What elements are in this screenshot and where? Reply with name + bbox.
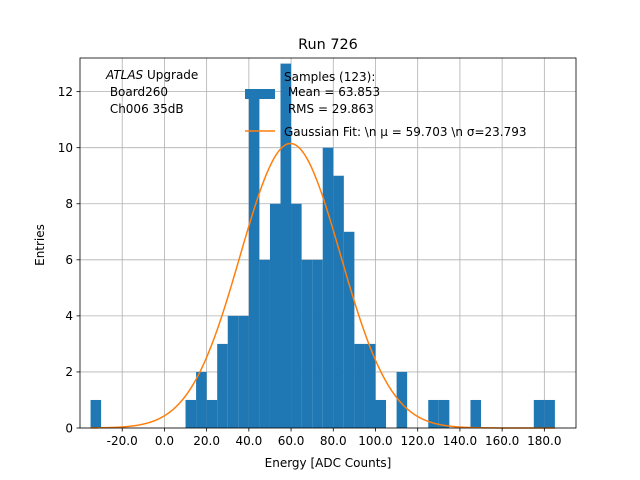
legend-samples-mean: Mean = 63.853 (284, 85, 380, 99)
x-tick-label: 180.0 (527, 434, 561, 448)
histogram-bar (322, 147, 334, 429)
histogram-bar (301, 259, 313, 428)
legend-fit-label: Gaussian Fit: \n μ = 59.703 \n σ=23.793 (284, 125, 527, 139)
y-tick-label: 10 (58, 141, 73, 155)
annotation-board: Board260 (106, 85, 168, 99)
histogram-bar (248, 91, 260, 429)
legend-samples-rms: RMS = 29.863 (284, 102, 374, 116)
histogram-bar (544, 399, 555, 428)
x-axis-ticks: -20.0 0.0 20.0 40.0 60.0 80.0 100.0 120.0 140.0 1… (107, 428, 562, 448)
x-tick-label: 140.0 (443, 434, 477, 448)
histogram-bar (354, 343, 365, 428)
legend-samples-label: Samples (123): (284, 70, 375, 84)
annotation-line-1: ATLAS Upgrade (105, 68, 198, 82)
x-tick-label: 80.0 (320, 434, 347, 448)
y-tick-label: 8 (65, 197, 73, 211)
x-tick-label: 0.0 (155, 434, 174, 448)
plot-frame (79, 57, 577, 429)
histogram-bar (227, 315, 239, 428)
y-tick-label: 2 (65, 365, 73, 379)
histogram-bar (269, 203, 281, 428)
histogram-bar (333, 175, 344, 428)
histogram-bar (343, 231, 355, 428)
legend: Samples (123): Mean = 63.853 RMS = 29.86… (245, 70, 527, 139)
y-tick-label: 12 (58, 85, 73, 99)
y-tick-label: 4 (65, 309, 73, 323)
annotation-experiment: ATLAS (105, 68, 144, 82)
annotation-experiment-suffix: Upgrade (143, 68, 198, 82)
histogram-bar (206, 399, 218, 428)
histogram-bar (217, 343, 228, 428)
x-tick-label: 40.0 (235, 434, 262, 448)
histogram-bar (90, 399, 102, 428)
y-axis-label: Entries (33, 224, 47, 266)
x-tick-label: 20.0 (193, 434, 220, 448)
x-tick-label: -20.0 (107, 434, 138, 448)
histogram-bar (428, 399, 439, 428)
histogram-bar (364, 343, 376, 428)
x-tick-label: 60.0 (278, 434, 305, 448)
y-tick-label: 6 (65, 253, 73, 267)
legend-samples-swatch (245, 89, 275, 99)
chart-title: Run 726 (298, 37, 358, 53)
histogram-bar (396, 371, 408, 428)
annotation-box: ATLAS Upgrade Board260 Ch006 35dB (105, 68, 198, 116)
x-axis-label: Energy [ADC Counts] (265, 456, 392, 470)
x-tick-label: 100.0 (358, 434, 392, 448)
y-axis-ticks: 0 2 4 6 8 10 12 (58, 85, 80, 435)
histogram-bar (238, 315, 249, 428)
histogram-bar (291, 203, 302, 428)
x-tick-label: 160.0 (485, 434, 519, 448)
histogram-bar (280, 63, 292, 429)
histogram-bar (185, 399, 197, 428)
histogram-bars (90, 63, 555, 429)
histogram-bar (259, 259, 270, 428)
histogram-bar (375, 399, 387, 428)
histogram-bar (196, 371, 207, 428)
y-tick-label: 0 (65, 421, 73, 435)
histogram-bar (533, 399, 545, 428)
histogram-bar (470, 399, 482, 428)
x-tick-label: 120.0 (401, 434, 435, 448)
annotation-channel: Ch006 35dB (106, 102, 184, 116)
histogram-bar (438, 399, 450, 428)
histogram-bar (312, 259, 323, 428)
